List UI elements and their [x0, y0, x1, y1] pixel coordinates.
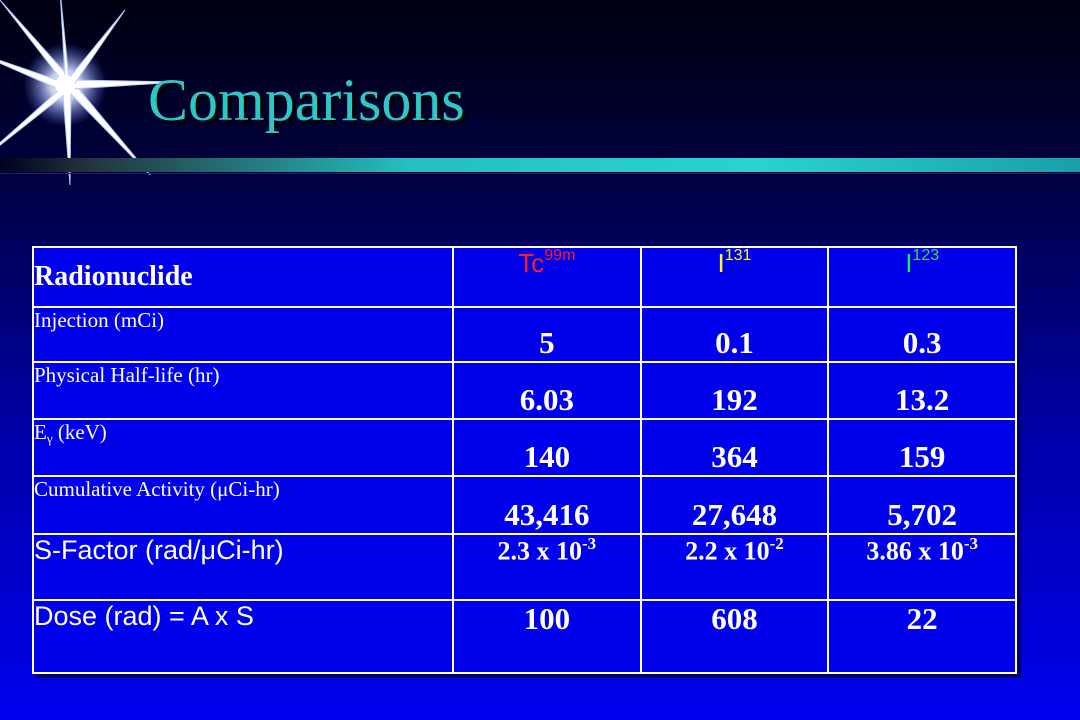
title-underline-line: [0, 173, 1080, 174]
table-row-half-life: Physical Half-life (hr) 6.03 192 13.2: [32, 361, 1017, 420]
row-label: Eγ (keV): [32, 418, 454, 477]
cell-value: 3.86 x 10-3: [827, 533, 1017, 601]
s-factor-base: 2.3 x 10: [497, 536, 582, 566]
cell-value: 22: [827, 599, 1017, 674]
nuclide-symbol: I: [717, 248, 725, 278]
nuclide-symbol: Tc: [518, 248, 545, 278]
cell-value: 0.3: [827, 306, 1017, 363]
cell-value: 2.3 x 10-3: [452, 533, 642, 601]
row-label: Cumulative Activity (μCi-hr): [32, 475, 454, 535]
cell-value: 364: [639, 418, 830, 477]
table-row-s-factor: S-Factor (rad/μCi-hr) 2.3 x 10-3 2.2 x 1…: [32, 533, 1017, 601]
energy-unit: (keV): [52, 420, 107, 444]
energy-subscript: γ: [46, 431, 53, 446]
cell-value: 159: [827, 418, 1017, 477]
table-row-injection: Injection (mCi) 5 0.1 0.3: [32, 306, 1017, 363]
header-i123: I123: [827, 246, 1017, 308]
s-factor-base: 2.2 x 10: [685, 536, 770, 566]
cell-value: 5,702: [827, 475, 1017, 535]
comparison-table: Radionuclide Tc99m I131 I123 Injection (…: [32, 246, 1017, 674]
s-factor-exponent: -2: [769, 534, 784, 553]
cell-value: 6.03: [452, 361, 642, 420]
row-label: Dose (rad) = A x S: [32, 599, 454, 674]
cell-value: 608: [639, 599, 830, 674]
row-label: Injection (mCi): [32, 306, 454, 363]
slide-title: Comparisons: [148, 67, 465, 133]
row-label: Physical Half-life (hr): [32, 361, 454, 420]
table-row-dose: Dose (rad) = A x S 100 608 22: [32, 599, 1017, 674]
cell-value: 100: [452, 599, 642, 674]
cell-value: 0.1: [639, 306, 830, 363]
cell-value: 192: [639, 361, 830, 420]
cell-value: 5: [452, 306, 642, 363]
nuclide-mass: 123: [912, 247, 940, 265]
nuclide-mass: 131: [724, 247, 752, 265]
nuclide-mass: 99m: [544, 247, 576, 265]
cell-value: 140: [452, 418, 642, 477]
header-i131: I131: [639, 246, 830, 308]
s-factor-base: 3.86 x 10: [866, 536, 964, 566]
title-underline-bar: [0, 158, 1080, 172]
s-factor-exponent: -3: [581, 534, 597, 553]
header-tc99m: Tc99m: [452, 246, 642, 308]
energy-symbol: E: [34, 420, 47, 444]
cell-value: 2.2 x 10-2: [639, 533, 830, 601]
table-row-energy: Eγ (keV) 140 364 159: [32, 418, 1017, 477]
header-radionuclide: Radionuclide: [32, 246, 454, 308]
table-header-row: Radionuclide Tc99m I131 I123: [32, 246, 1017, 308]
cell-value: 27,648: [639, 475, 830, 535]
starburst-icon: [0, 0, 181, 186]
row-label: S-Factor (rad/μCi-hr): [32, 533, 454, 601]
nuclide-symbol: I: [905, 248, 913, 278]
cell-value: 13.2: [827, 361, 1017, 420]
table-row-cumulative-activity: Cumulative Activity (μCi-hr) 43,416 27,6…: [32, 475, 1017, 535]
cell-value: 43,416: [452, 475, 642, 535]
s-factor-exponent: -3: [963, 534, 978, 553]
